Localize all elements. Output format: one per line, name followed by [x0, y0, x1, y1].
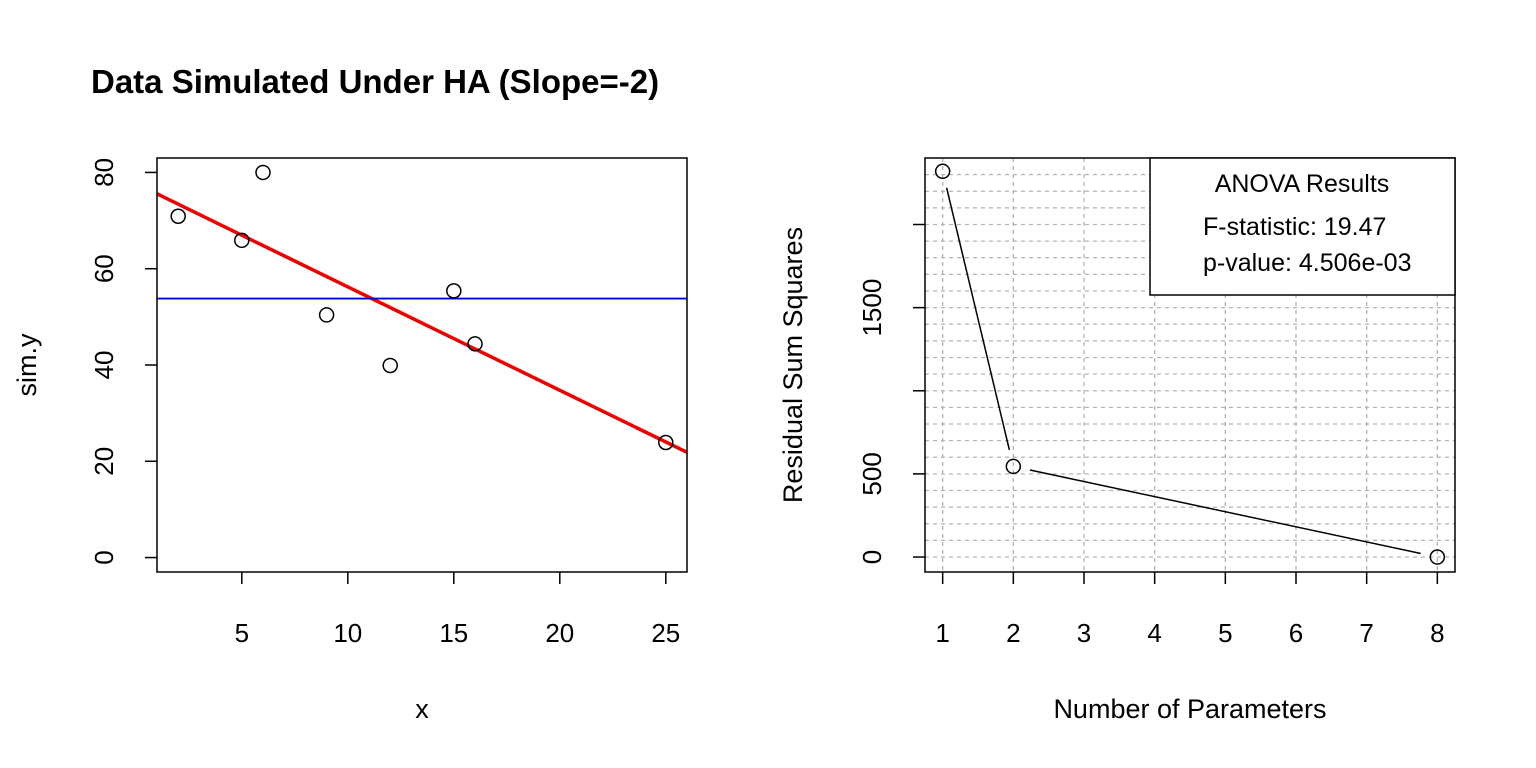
x-tick-label: 25	[651, 618, 680, 648]
series-layer	[157, 192, 687, 454]
y-axis-label: sim.y	[12, 333, 42, 396]
x-tick-label: 20	[545, 618, 574, 648]
legend-box	[1149, 157, 1456, 296]
series-line	[945, 187, 1011, 451]
data-point	[234, 232, 250, 249]
x-tick-label: 5	[1218, 618, 1232, 648]
data-point	[934, 163, 951, 180]
x-axis: 1 2 3 4 5 6 7 8	[935, 572, 1445, 648]
x-axis-label: x	[415, 694, 429, 724]
regression-line	[157, 192, 687, 454]
x-axis: 5 10 15 20 25	[235, 572, 680, 648]
x-axis-label: Number of Parameters	[1053, 694, 1326, 724]
x-tick-label: 1	[935, 618, 949, 648]
legend-entry: p-value: 4.506e-03	[1203, 249, 1411, 277]
data-point	[1005, 458, 1022, 475]
y-tick-label: 500	[857, 452, 887, 495]
plot-area	[934, 163, 1446, 565]
data-point	[255, 164, 271, 181]
y-tick-label: 80	[89, 158, 119, 187]
y-tick-label: 20	[89, 447, 119, 476]
data-point	[467, 336, 483, 352]
plot-frame	[156, 157, 688, 573]
chart-title: Data Simulated Under HA (Slope=-2)	[91, 63, 659, 100]
plot-area	[157, 164, 687, 454]
y-tick-label: 0	[89, 550, 119, 564]
x-tick-label: 7	[1359, 618, 1373, 648]
data-point	[658, 434, 674, 451]
y-tick-label: 0	[857, 550, 887, 564]
data-point	[446, 283, 462, 299]
y-tick-label: 1500	[857, 279, 887, 337]
x-tick-label: 2	[1006, 618, 1020, 648]
data-point	[382, 357, 398, 374]
x-tick-label: 3	[1077, 618, 1091, 648]
y-tick-label: 40	[89, 351, 119, 380]
x-tick-label: 15	[439, 618, 468, 648]
series-line	[1029, 469, 1421, 555]
y-axis-label: Residual Sum Squares	[778, 227, 808, 503]
data-point	[1429, 549, 1446, 565]
x-tick-label: 6	[1289, 618, 1303, 648]
x-tick-label: 5	[235, 618, 249, 648]
legend: ANOVA Results F-statistic: 19.47 p-value…	[1149, 157, 1456, 296]
data-point	[170, 208, 186, 224]
y-tick-label: 60	[89, 254, 119, 283]
y-axis: 0 500 1500	[857, 223, 925, 564]
x-tick-label: 4	[1147, 618, 1161, 648]
scatter-panel: Data Simulated Under HA (Slope=-2) 5 10 15…	[12, 63, 688, 724]
legend-entry: F-statistic: 19.47	[1203, 213, 1386, 241]
x-tick-label: 10	[333, 618, 362, 648]
y-axis: 0 20 40 60 80	[89, 158, 157, 565]
anova-panel: 1 2 3 4 5 6 7 8 0 500 1500 Number of Parameters R…	[778, 157, 1456, 724]
x-tick-label: 8	[1430, 618, 1444, 648]
data-point	[318, 307, 335, 323]
legend-title: ANOVA Results	[1215, 170, 1390, 198]
